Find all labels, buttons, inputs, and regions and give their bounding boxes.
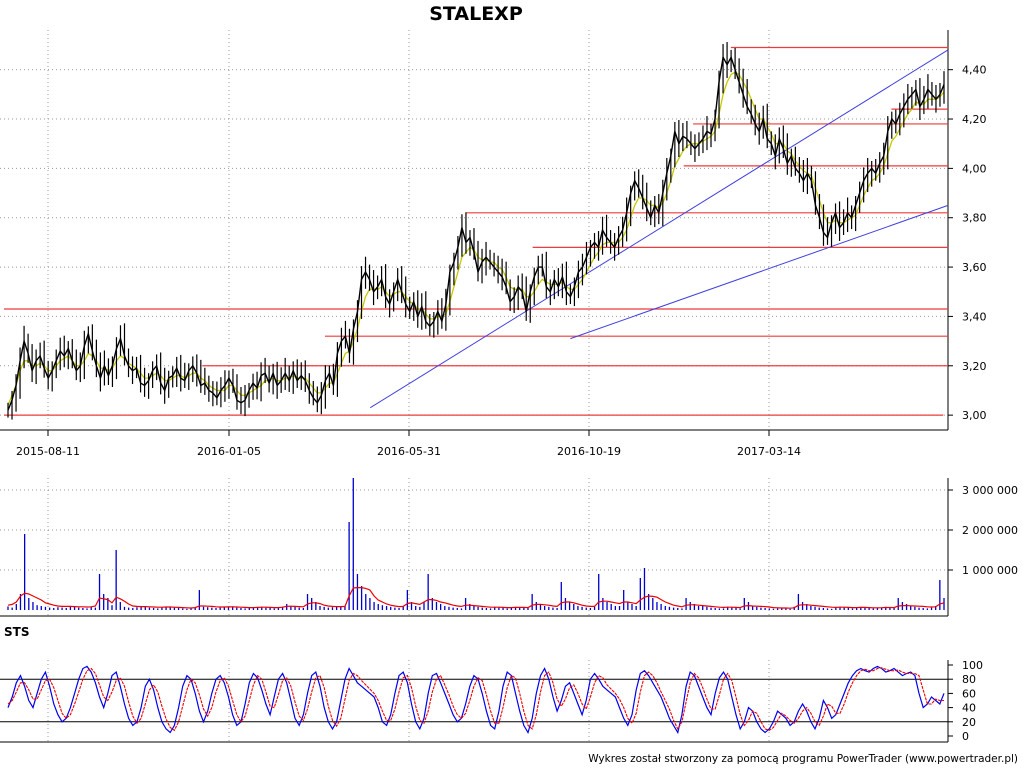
price-axis: 3,00 3,20 3,40 3,60 3,80 4,00 4,20 4,40 (948, 64, 987, 422)
stochastic-k-line (7, 665, 945, 735)
stochastic-d-series (7, 667, 944, 732)
date-tick-label: 2016-05-31 (377, 445, 441, 458)
support-resistance-levels (4, 46, 948, 416)
price-close-line (7, 55, 945, 411)
stochastic-d-line (7, 667, 944, 732)
oscillator-tick-label: 20 (962, 716, 976, 729)
stochastic-k-series (7, 665, 945, 735)
trendline (370, 49, 949, 409)
price-series (7, 42, 945, 420)
price-tick-label: 3,20 (962, 360, 987, 373)
oscillator-tick-label: 0 (962, 730, 969, 743)
price-grid (0, 30, 949, 431)
footer-credit: Wykres został stworzony za pomocą progra… (588, 753, 1018, 765)
date-tick-label: 2017-03-14 (737, 445, 801, 458)
volume-average-line (7, 587, 945, 609)
volume-axis: 1 000 000 2 000 000 3 000 000 (948, 484, 1018, 577)
price-tick-label: 4,40 (962, 64, 987, 77)
oscillator-label: STS (4, 625, 29, 639)
price-tick-label: 4,20 (962, 113, 987, 126)
price-tick-label: 3,00 (962, 409, 987, 422)
price-tick-label: 4,00 (962, 162, 987, 175)
price-tick-label: 3,60 (962, 261, 987, 274)
date-tick-label: 2016-10-19 (557, 445, 621, 458)
moving-average-series (7, 71, 945, 406)
volume-tick-label: 1 000 000 (962, 564, 1018, 577)
volume-grid (0, 478, 949, 617)
chart-title: STALEXP (429, 3, 523, 25)
volume-tick-label: 2 000 000 (962, 524, 1018, 537)
date-axis: 2015-08-11 2016-01-05 2016-05-31 2016-10-19… (16, 430, 801, 458)
moving-average-line (7, 71, 945, 406)
volume-bars (7, 478, 945, 610)
price-panel: 3,00 3,20 3,40 3,60 3,80 4,00 4,20 4,40 2015-08… (0, 30, 987, 458)
volume-average-series (7, 587, 945, 609)
oscillator-grid (0, 660, 949, 743)
date-tick-label: 2015-08-11 (16, 445, 80, 458)
price-tick-label: 3,80 (962, 212, 987, 225)
date-tick-label: 2016-01-05 (197, 445, 261, 458)
volume-panel: 1 000 000 2 000 000 3 000 000 (0, 478, 1018, 617)
oscillator-tick-label: 100 (962, 659, 983, 672)
trendline (570, 204, 949, 340)
price-tick-label: 3,40 (962, 310, 987, 323)
oscillator-tick-label: 40 (962, 702, 976, 715)
volume-tick-label: 3 000 000 (962, 484, 1018, 497)
trendlines (370, 49, 949, 409)
oscillator-tick-label: 60 (962, 687, 976, 700)
oscillator-tick-label: 80 (962, 673, 976, 686)
